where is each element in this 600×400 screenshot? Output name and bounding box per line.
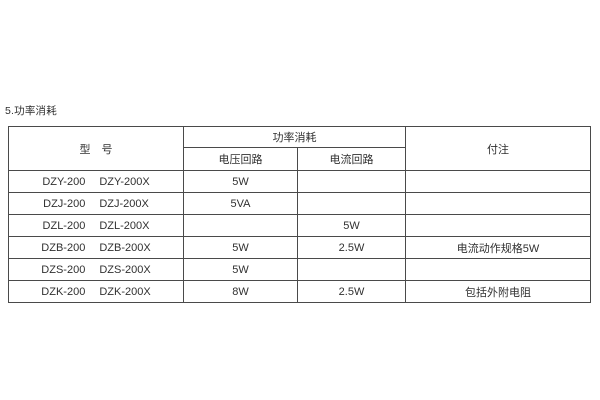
cell-current-loop: [297, 170, 406, 193]
cell-voltage-loop: 8W: [183, 280, 298, 303]
cell-note: 包括外附电阻: [405, 280, 591, 303]
cell-voltage-loop: 5W: [183, 236, 298, 259]
cell-model: DZB-200 DZB-200X: [8, 236, 184, 259]
table-row: DZY-200 DZY-200X 5W: [8, 170, 591, 193]
model-name-x: DZB-200X: [99, 241, 151, 254]
model-name-x: DZS-200X: [99, 263, 151, 276]
table-row: DZS-200 DZS-200X 5W: [8, 258, 591, 281]
model-pair: DZJ-200 DZJ-200X: [43, 198, 149, 210]
section-title: 5.功率消耗: [5, 105, 57, 117]
model-pair: DZB-200 DZB-200X: [41, 242, 150, 254]
model-pair: DZK-200 DZK-200X: [41, 286, 150, 298]
cell-current-loop: [297, 258, 406, 281]
model-name: DZK-200: [41, 285, 86, 298]
cell-model: DZY-200 DZY-200X: [8, 170, 184, 193]
model-name: DZB-200: [41, 241, 86, 254]
cell-model: DZS-200 DZS-200X: [8, 258, 184, 281]
cell-note: [405, 214, 591, 237]
header-model: 型 号: [8, 126, 184, 171]
model-pair: DZS-200 DZS-200X: [41, 264, 150, 276]
table-row: DZL-200 DZL-200X 5W: [8, 214, 591, 237]
model-name-x: DZK-200X: [99, 285, 151, 298]
power-consumption-table: 型 号 功率消耗 付注 电压回路 电流回路 DZY-200 DZY-200X 5…: [8, 126, 591, 303]
cell-current-loop: 2.5W: [297, 236, 406, 259]
model-name: DZY-200: [42, 175, 86, 188]
model-name-x: DZY-200X: [99, 175, 150, 188]
cell-model: DZJ-200 DZJ-200X: [8, 192, 184, 215]
model-name-x: DZJ-200X: [99, 197, 149, 210]
header-voltage-loop: 电压回路: [183, 147, 298, 171]
cell-voltage-loop: [183, 214, 298, 237]
table-row: DZB-200 DZB-200X 5W 2.5W 电流动作规格5W: [8, 236, 591, 259]
cell-voltage-loop: 5VA: [183, 192, 298, 215]
cell-model: DZK-200 DZK-200X: [8, 280, 184, 303]
cell-voltage-loop: 5W: [183, 170, 298, 193]
table-row: DZK-200 DZK-200X 8W 2.5W 包括外附电阻: [8, 280, 591, 303]
header-current-loop: 电流回路: [297, 147, 406, 171]
model-name: DZL-200: [42, 219, 86, 232]
cell-note: [405, 170, 591, 193]
header-notes: 付注: [405, 126, 591, 171]
cell-voltage-loop: 5W: [183, 258, 298, 281]
cell-model: DZL-200 DZL-200X: [8, 214, 184, 237]
model-name: DZJ-200: [43, 197, 86, 210]
header-row-top: 型 号 功率消耗 付注: [8, 126, 591, 171]
model-pair: DZL-200 DZL-200X: [43, 220, 150, 232]
model-pair: DZY-200 DZY-200X: [42, 176, 149, 188]
header-row-sub: 电压回路 电流回路: [9, 147, 591, 171]
model-name: DZS-200: [41, 263, 86, 276]
cell-note: [405, 192, 591, 215]
cell-current-loop: 5W: [297, 214, 406, 237]
model-name-x: DZL-200X: [99, 219, 150, 232]
cell-current-loop: [297, 192, 406, 215]
cell-current-loop: 2.5W: [297, 280, 406, 303]
header-power-group: 功率消耗: [183, 126, 406, 148]
table-row: DZJ-200 DZJ-200X 5VA: [8, 192, 591, 215]
cell-note: 电流动作规格5W: [405, 236, 591, 259]
cell-note: [405, 258, 591, 281]
